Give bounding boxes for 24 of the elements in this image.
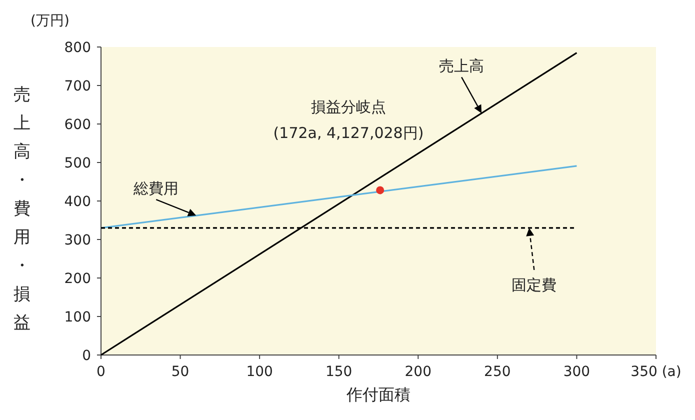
y-tick-label: 0 <box>82 348 91 364</box>
x-tick-label: 350 (a) <box>630 364 682 380</box>
y-tick-label: 800 <box>64 40 91 56</box>
y-tick-label: 400 <box>64 194 91 210</box>
text: (万円) <box>30 13 70 29</box>
x-tick-label: 0 <box>96 364 106 380</box>
series-label: 総費用 <box>132 180 179 198</box>
x-tick-label: 150 <box>325 364 352 380</box>
x-tick-label: 100 <box>246 364 273 380</box>
annotation: 損益分岐点 (172a, 4,127,028円) <box>273 98 424 142</box>
text: 売上高 <box>439 57 484 76</box>
legend-label: 固定費 <box>512 276 557 294</box>
x-tick-label: 250 <box>484 364 511 380</box>
x-axis-title: 作付面積 <box>346 385 410 404</box>
y-tick-label: 600 <box>64 117 91 133</box>
x-tick-label: 50 <box>171 364 190 380</box>
y-tick-label: 200 <box>64 271 91 287</box>
y-tick-label: 500 <box>64 156 91 172</box>
y-tick-label: 700 <box>64 78 91 94</box>
y-tick-label: 300 <box>64 232 91 248</box>
x-tick-label: 300 <box>563 364 590 380</box>
x-tick-label: 200 <box>404 364 432 380</box>
text: 売上高・費用・損益 <box>14 85 30 333</box>
y-tick-label: 100 <box>64 310 91 326</box>
